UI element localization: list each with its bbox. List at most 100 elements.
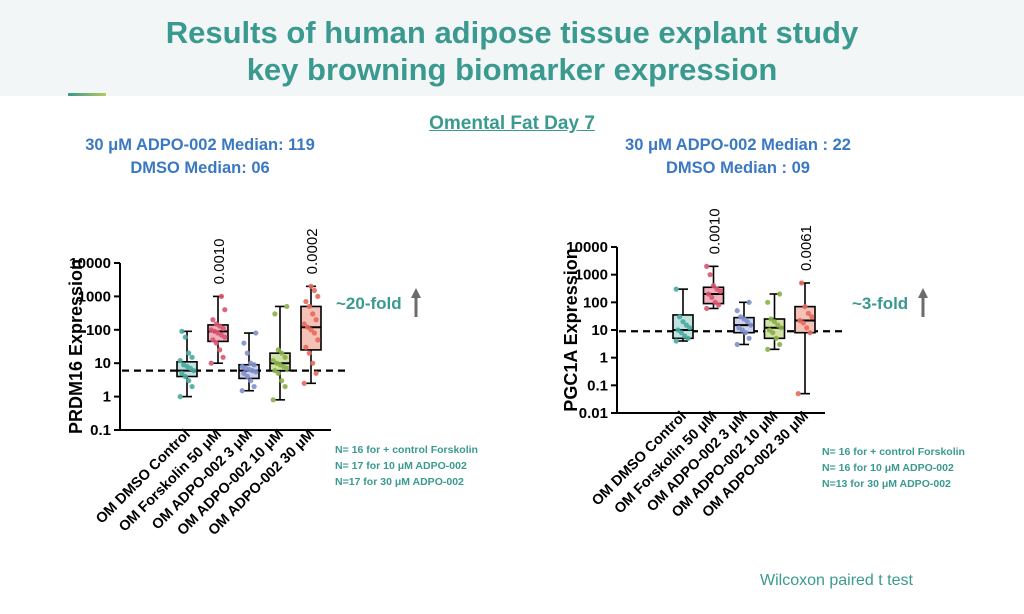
y-tick-label: 1000 — [78, 288, 111, 305]
y-tick-label: 0.01 — [579, 405, 608, 422]
data-point — [177, 394, 183, 400]
data-point — [804, 325, 810, 331]
data-point — [746, 335, 752, 341]
data-point — [797, 317, 803, 324]
data-point — [220, 354, 226, 360]
data-point — [251, 383, 257, 390]
data-point — [279, 378, 285, 384]
p-value-label: 0.0010 — [707, 208, 724, 254]
data-point — [210, 317, 216, 323]
statistical-test-label: Wilcoxon paired t test — [760, 572, 913, 589]
data-point — [239, 363, 245, 370]
data-point — [712, 299, 718, 305]
y-tick-label: 0.1 — [90, 422, 111, 439]
data-point — [213, 340, 219, 346]
accent-divider — [68, 93, 106, 96]
left-median-summary: 30 μM ADPO-002 Median: 119 DMSO Median: … — [40, 134, 360, 180]
data-point — [241, 340, 247, 346]
data-point — [181, 362, 187, 368]
left-fold-label: ~20-fold — [336, 293, 402, 313]
data-point — [308, 283, 314, 289]
data-point — [218, 293, 224, 299]
data-point — [301, 321, 307, 327]
y-tick-label: 1000 — [575, 267, 608, 284]
data-point — [208, 360, 214, 366]
data-point — [189, 383, 195, 390]
data-point — [311, 287, 317, 294]
data-point — [279, 350, 285, 356]
data-point — [282, 383, 288, 390]
right-median-line-2: DMSO Median : 09 — [666, 159, 810, 177]
data-point — [248, 378, 254, 384]
data-point — [765, 346, 771, 352]
data-point — [680, 319, 686, 325]
section-subtitle: Omental Fat Day 7 — [429, 113, 595, 134]
data-point — [777, 291, 783, 297]
data-point — [244, 350, 250, 356]
data-point — [765, 299, 771, 305]
left-note: N=17 for 30 μM ADPO-002 — [335, 476, 464, 488]
data-point — [313, 370, 319, 376]
right-fold-change: ~3-fold — [852, 286, 929, 323]
data-point — [714, 286, 720, 292]
right-sample-notes: N= 16 for + control Forskolin N= 16 for … — [822, 444, 965, 492]
data-point — [310, 360, 316, 366]
data-point — [189, 354, 195, 360]
data-point — [313, 317, 319, 323]
data-point — [303, 298, 309, 305]
left-sample-notes: N= 16 for + control Forskolin N= 17 for … — [335, 442, 478, 490]
data-point — [682, 333, 688, 339]
data-point — [705, 291, 711, 297]
y-tick-label: 100 — [583, 294, 608, 311]
data-point — [303, 344, 309, 350]
data-point — [222, 307, 228, 313]
data-point — [709, 294, 715, 301]
right-median-summary: 30 μM ADPO-002 Median : 22 DMSO Median :… — [578, 134, 898, 180]
p-value-label: 0.0002 — [304, 228, 321, 274]
data-point — [748, 322, 754, 328]
data-point — [773, 335, 779, 341]
data-point — [284, 303, 290, 310]
data-point — [734, 341, 740, 348]
data-point — [282, 354, 288, 360]
data-point — [768, 316, 774, 322]
data-point — [248, 360, 254, 366]
data-point — [301, 380, 307, 386]
data-point — [710, 283, 717, 289]
data-point — [799, 280, 805, 286]
data-point — [775, 322, 781, 328]
data-point — [210, 337, 216, 343]
right-note: N= 16 for 10 μM ADPO-002 — [822, 462, 954, 474]
data-point — [275, 347, 281, 353]
data-point — [766, 327, 772, 333]
data-point — [253, 330, 259, 336]
title-line-1: Results of human adipose tissue explant … — [165, 15, 859, 50]
left-median-line-2: DMSO Median: 06 — [130, 159, 270, 177]
data-point — [208, 327, 214, 333]
data-point — [179, 370, 185, 376]
data-point — [677, 314, 683, 320]
right-median-line-1: 30 μM ADPO-002 Median : 22 — [625, 136, 851, 154]
data-point — [675, 327, 681, 333]
left-median-line-1: 30 μM ADPO-002 Median: 119 — [85, 136, 315, 154]
data-point — [239, 388, 245, 394]
data-point — [310, 311, 316, 317]
p-value-label: 0.0010 — [211, 239, 228, 285]
data-point — [177, 357, 183, 364]
data-point — [673, 286, 679, 292]
data-point — [182, 373, 188, 380]
right-note: N= 16 for + control Forskolin — [822, 446, 965, 458]
data-point — [707, 272, 713, 278]
data-point — [270, 397, 276, 403]
page-title: Results of human adipose tissue explant … — [0, 14, 1024, 88]
right-fold-label: ~3-fold — [852, 293, 909, 313]
data-point — [306, 303, 312, 310]
data-point — [272, 311, 278, 317]
y-tick-label: 10000 — [69, 255, 111, 272]
data-point — [802, 304, 808, 310]
data-point — [809, 314, 815, 320]
data-point — [182, 334, 188, 340]
y-tick-label: 10 — [591, 322, 608, 339]
